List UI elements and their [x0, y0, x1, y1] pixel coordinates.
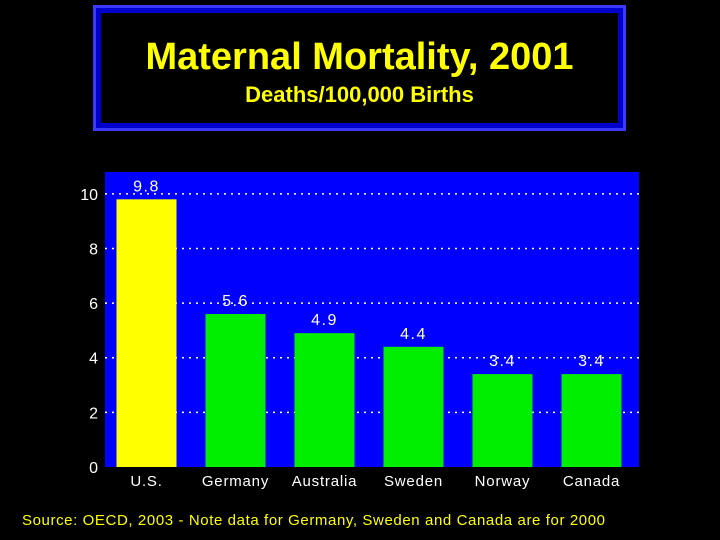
y-tick-label: 4 [89, 351, 98, 368]
bar [294, 333, 355, 467]
data-label: 4.9 [311, 312, 338, 329]
y-tick-label: 8 [89, 241, 98, 258]
source-note: Source: OECD, 2003 - Note data for Germa… [22, 512, 606, 529]
data-label: 4.4 [400, 326, 427, 343]
data-label: 3.4 [578, 353, 605, 370]
y-tick-label: 0 [89, 460, 98, 477]
bar [205, 314, 266, 467]
y-tick-label: 10 [80, 187, 98, 204]
chart-title: Maternal Mortality, 2001 [145, 36, 574, 78]
chart-subtitle: Deaths/100,000 Births [245, 82, 474, 107]
x-tick-label: U.S. [130, 473, 162, 490]
x-tick-label: Canada [563, 473, 620, 490]
bar [472, 374, 533, 467]
title-box-inner: Maternal Mortality, 2001 Deaths/100,000 … [101, 13, 618, 123]
bar [561, 374, 622, 467]
data-label: 9.8 [133, 178, 160, 195]
bar [116, 199, 177, 467]
data-label: 3.4 [489, 353, 516, 370]
data-label: 5.6 [222, 293, 249, 310]
title-box: Maternal Mortality, 2001 Deaths/100,000 … [93, 5, 626, 131]
bar [383, 346, 444, 467]
y-tick-label: 2 [89, 405, 98, 422]
x-tick-label: Norway [475, 473, 531, 490]
x-tick-label: Sweden [384, 473, 443, 490]
y-tick-label: 6 [89, 296, 98, 313]
x-tick-label: Australia [292, 473, 358, 490]
x-tick-label: Germany [202, 473, 269, 490]
plot-area [105, 172, 639, 467]
